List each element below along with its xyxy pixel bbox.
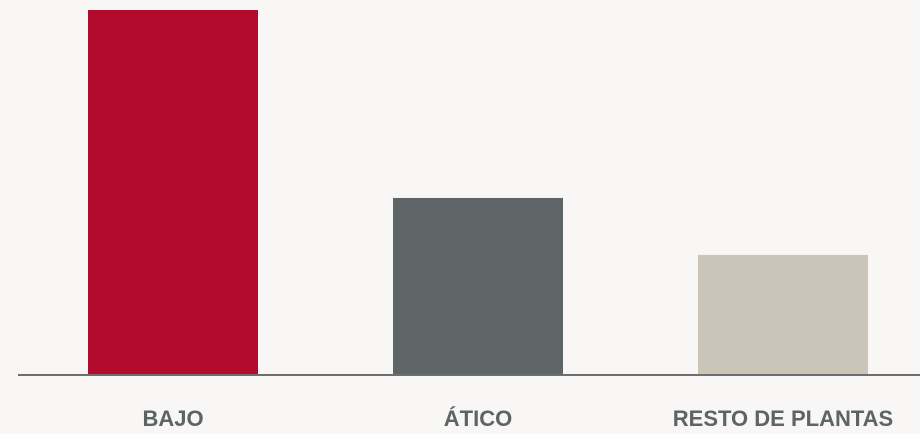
category-label-1: ÁTICO [444, 406, 512, 431]
category-labels-group: BAJO ÁTICO RESTO DE PLANTAS [142, 406, 893, 431]
category-label-2: RESTO DE PLANTAS [673, 406, 893, 431]
bars-group [88, 10, 868, 375]
bar-1 [393, 197, 563, 375]
bar-0 [88, 10, 258, 375]
category-label-0: BAJO [142, 406, 203, 431]
bar-2 [698, 254, 868, 375]
